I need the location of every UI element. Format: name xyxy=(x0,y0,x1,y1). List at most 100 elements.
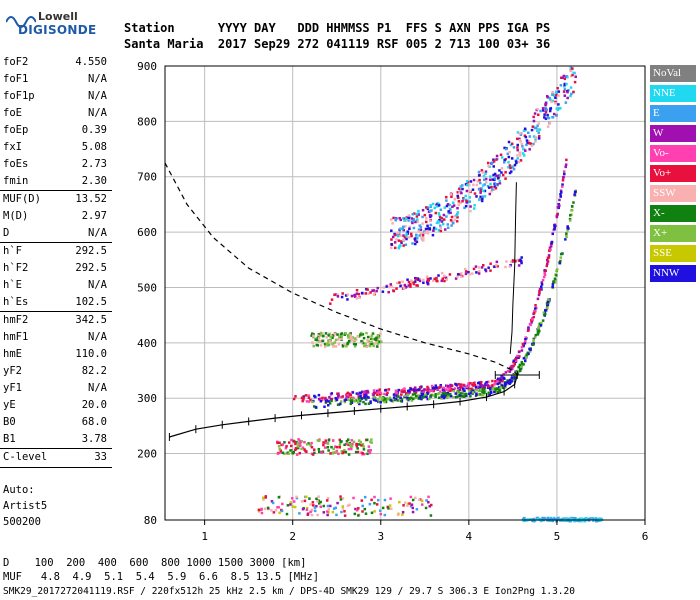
echo-point xyxy=(278,441,281,445)
echo-point xyxy=(549,98,552,102)
echo-point xyxy=(260,511,264,515)
echo-point xyxy=(559,256,563,259)
echo-point xyxy=(411,397,415,401)
echo-point xyxy=(536,327,540,330)
echo-point xyxy=(329,452,332,455)
echo-point xyxy=(331,333,335,337)
echo-point xyxy=(561,179,565,182)
echo-point xyxy=(572,201,575,204)
echo-point xyxy=(324,400,328,403)
echo-point xyxy=(538,322,542,326)
echo-point xyxy=(483,183,486,186)
echo-point xyxy=(453,214,457,218)
echo-point xyxy=(472,384,475,387)
echo-point xyxy=(509,260,513,264)
echo-point xyxy=(418,386,422,389)
echo-point xyxy=(356,401,360,404)
echo-point xyxy=(416,218,419,221)
echo-point xyxy=(573,190,577,194)
echo-point xyxy=(400,393,403,396)
echo-point xyxy=(324,439,328,442)
echo-point xyxy=(395,391,399,395)
echo-point xyxy=(562,90,566,93)
echo-point xyxy=(479,388,482,391)
echo-point xyxy=(341,507,345,510)
echo-point xyxy=(554,102,557,105)
echo-point xyxy=(414,239,417,242)
echo-point xyxy=(399,284,402,288)
echo-point xyxy=(379,509,382,513)
echo-point xyxy=(270,509,273,512)
echo-point xyxy=(534,304,537,307)
echo-point xyxy=(334,338,338,342)
echo-point xyxy=(334,451,338,454)
echo-point xyxy=(514,260,517,263)
echo-point xyxy=(481,386,484,390)
echo-point xyxy=(406,504,409,507)
echo-point xyxy=(549,245,553,248)
echo-point xyxy=(431,202,435,206)
echo-point xyxy=(530,518,534,521)
echo-point xyxy=(424,206,428,209)
echo-point xyxy=(310,509,314,512)
echo-point xyxy=(329,340,332,343)
echo-point xyxy=(422,239,425,242)
echo-point xyxy=(476,180,480,183)
echo-point xyxy=(378,340,381,344)
echo-point xyxy=(399,234,402,237)
echo-point xyxy=(440,279,444,283)
echo-point xyxy=(462,198,465,201)
echo-point xyxy=(401,510,405,514)
param-row: B0 68.0 xyxy=(3,416,107,430)
echo-point xyxy=(555,107,559,110)
echo-point xyxy=(354,399,358,402)
echo-point xyxy=(495,260,499,264)
echo-point xyxy=(403,387,406,390)
param-label: yF1 xyxy=(3,382,22,394)
param-label: D xyxy=(3,227,10,239)
param-row: h`Es 102.5 xyxy=(3,296,107,310)
echo-point xyxy=(378,391,382,394)
echo-point xyxy=(488,192,492,196)
param-label: hmF1 xyxy=(3,331,29,343)
echo-point xyxy=(278,511,281,515)
echo-point xyxy=(373,510,376,513)
echo-point xyxy=(366,452,369,456)
echo-point xyxy=(420,499,424,503)
echo-point xyxy=(349,334,352,338)
echo-point xyxy=(580,517,583,521)
chart-grid xyxy=(165,65,645,520)
echo-point xyxy=(530,321,533,324)
echo-point xyxy=(595,518,598,521)
echo-point xyxy=(386,398,390,401)
echo-point xyxy=(419,228,423,232)
echo-point xyxy=(433,206,436,210)
echo-point xyxy=(309,503,312,506)
echo-point xyxy=(301,507,305,511)
echo-point xyxy=(458,187,461,191)
echo-point xyxy=(480,187,483,190)
echo-point xyxy=(388,396,392,400)
echo-point xyxy=(397,388,401,392)
echo-point xyxy=(325,499,329,502)
echo-point xyxy=(489,182,492,186)
param-value: 82.2 xyxy=(81,365,107,377)
echo-point xyxy=(469,209,472,213)
echo-point xyxy=(464,270,468,273)
echo-point xyxy=(464,194,467,198)
echo-point xyxy=(572,90,575,94)
echo-point xyxy=(569,94,572,98)
echo-point xyxy=(407,284,411,287)
echo-point xyxy=(309,398,312,402)
echo-point xyxy=(501,386,505,389)
echo-point xyxy=(375,345,379,348)
echo-point xyxy=(556,268,559,271)
legend-item-sse: SSE xyxy=(650,245,696,262)
echo-point xyxy=(518,137,521,141)
echo-point xyxy=(340,335,343,338)
echo-point xyxy=(338,443,342,447)
echo-point xyxy=(463,389,466,392)
echo-point xyxy=(291,451,295,455)
echo-point xyxy=(442,386,445,390)
echo-point xyxy=(540,283,544,286)
